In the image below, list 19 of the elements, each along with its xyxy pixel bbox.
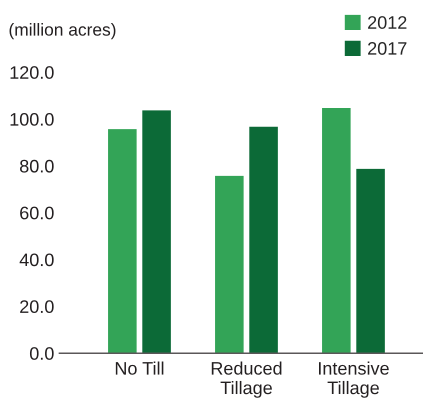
legend-label: 2012 [368, 16, 406, 29]
bar [248, 125, 280, 354]
y-axis-title: (million acres) [10, 23, 116, 40]
legend-label: 2017 [368, 42, 406, 55]
y-tick-label: 80.0 [20, 160, 54, 173]
bar [354, 168, 386, 354]
y-tick-label: 20.0 [20, 300, 54, 314]
x-tick-label: Intensive Tillage [318, 362, 389, 398]
x-tick-label: Reduced Tillage [212, 362, 282, 398]
y-tick-label: 40.0 [20, 253, 54, 266]
bar [214, 174, 246, 354]
y-tick-label: 60.0 [20, 206, 54, 220]
y-tick-label: 100.0 [10, 112, 54, 126]
bar [320, 106, 352, 354]
y-tick-label: 0.0 [30, 347, 54, 360]
y-tick-label: 120.0 [10, 66, 54, 79]
bar [106, 128, 138, 354]
x-tick-label: No Till [116, 362, 164, 375]
bar [140, 108, 172, 354]
